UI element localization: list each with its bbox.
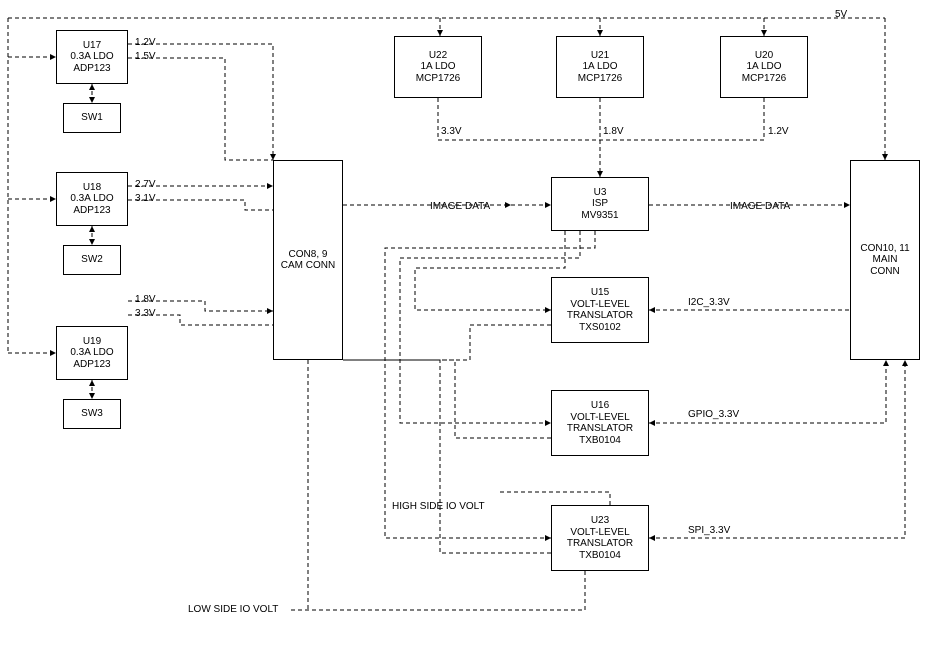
block-u23-line: TRANSLATOR — [567, 538, 633, 550]
conn-U15-down-to-CAM — [343, 325, 551, 360]
conn-HS-IO-volt — [500, 492, 610, 505]
label-l_imgdata_r: IMAGE DATA — [730, 201, 790, 212]
block-u16-line: TRANSLATOR — [567, 423, 633, 435]
label-l_1p8v: 1.8V — [135, 294, 156, 305]
label-l_12v_c: 1.2V — [768, 126, 789, 137]
block-u18-line: U18 — [83, 182, 101, 194]
conn-U17-out2 — [128, 58, 273, 160]
block-con1011-line: CONN — [870, 266, 899, 278]
conn-LS-IO-volt — [290, 571, 585, 610]
block-sw2-line: SW2 — [81, 254, 103, 266]
block-u17: U170.3A LDOADP123 — [56, 30, 128, 84]
block-u21-line: MCP1726 — [578, 73, 622, 85]
block-u23: U23VOLT-LEVELTRANSLATORTXB0104 — [551, 505, 649, 571]
block-u19: U190.3A LDOADP123 — [56, 326, 128, 380]
block-con1011-line: MAIN — [873, 254, 898, 266]
block-u16: U16VOLT-LEVELTRANSLATORTXB0104 — [551, 390, 649, 456]
block-u18: U180.3A LDOADP123 — [56, 172, 128, 226]
block-u22-line: 1A LDO — [420, 61, 455, 73]
label-l_1p2v: 1.2V — [135, 37, 156, 48]
block-u3: U3ISPMV9351 — [551, 177, 649, 231]
block-sw1-line: SW1 — [81, 112, 103, 124]
block-u20-line: U20 — [755, 50, 773, 62]
label-l_2p7v: 2.7V — [135, 179, 156, 190]
block-u18-line: ADP123 — [73, 205, 110, 217]
label-l_3p1v: 3.1V — [135, 193, 156, 204]
block-u3-line: U3 — [594, 187, 607, 199]
block-u15: U15VOLT-LEVELTRANSLATORTXS0102 — [551, 277, 649, 343]
block-u20-line: 1A LDO — [746, 61, 781, 73]
block-u17-line: ADP123 — [73, 63, 110, 75]
block-u16-line: VOLT-LEVEL — [570, 412, 629, 424]
label-l_imgdata_l: IMAGE DATA — [430, 201, 490, 212]
block-sw1: SW1 — [63, 103, 121, 133]
block-sw3-line: SW3 — [81, 408, 103, 420]
wiring-layer — [0, 0, 943, 659]
block-u23-line: VOLT-LEVEL — [570, 527, 629, 539]
block-u20: U201A LDOMCP1726 — [720, 36, 808, 98]
block-con1011-line: CON10, 11 — [860, 243, 909, 255]
block-con89-line: CON8, 9 — [289, 249, 328, 261]
block-sw3: SW3 — [63, 399, 121, 429]
block-u15-line: TRANSLATOR — [567, 310, 633, 322]
label-l_gpio: GPIO_3.3V — [688, 409, 739, 420]
label-l_1p5v: 1.5V — [135, 51, 156, 62]
block-u3-line: ISP — [592, 198, 608, 210]
block-u17-line: U17 — [83, 40, 101, 52]
label-l_i2c: I2C_3.3V — [688, 297, 730, 308]
label-l_spi: SPI_3.3V — [688, 525, 730, 536]
block-u16-line: TXB0104 — [579, 435, 621, 447]
block-u15-line: TXS0102 — [579, 322, 621, 334]
block-sw2: SW2 — [63, 245, 121, 275]
block-con89: CON8, 9CAM CONN — [273, 160, 343, 360]
block-u15-line: VOLT-LEVEL — [570, 299, 629, 311]
block-u23-line: U23 — [591, 515, 609, 527]
block-u3-line: MV9351 — [581, 210, 618, 222]
conn-U22-drop — [438, 98, 600, 140]
block-u16-line: U16 — [591, 400, 609, 412]
conn-U16-down-to-CAM — [343, 360, 551, 438]
block-u18-line: 0.3A LDO — [70, 193, 113, 205]
block-con89-line: CAM CONN — [281, 260, 335, 272]
midarrow-imagedata — [505, 202, 511, 208]
conn-U23-SPI-main — [649, 360, 905, 538]
block-u21-line: U21 — [591, 50, 609, 62]
label-l_5v: 5V — [835, 9, 847, 20]
block-u22-line: MCP1726 — [416, 73, 460, 85]
conn-U20-drop — [600, 98, 764, 140]
label-l_3p3v: 3.3V — [135, 308, 156, 319]
conn-U3-to-U15-left — [415, 231, 565, 310]
block-u21-line: 1A LDO — [582, 61, 617, 73]
label-l_hs_io: HIGH SIDE IO VOLT — [392, 501, 485, 512]
block-u19-line: ADP123 — [73, 359, 110, 371]
block-u19-line: 0.3A LDO — [70, 347, 113, 359]
block-u22: U221A LDOMCP1726 — [394, 36, 482, 98]
block-u15-line: U15 — [591, 287, 609, 299]
label-l_18v_b: 1.8V — [603, 126, 624, 137]
label-l_33v_a: 3.3V — [441, 126, 462, 137]
block-u19-line: U19 — [83, 336, 101, 348]
label-l_ls_io: LOW SIDE IO VOLT — [188, 604, 278, 615]
block-u23-line: TXB0104 — [579, 550, 621, 562]
block-con1011: CON10, 11MAINCONN — [850, 160, 920, 360]
block-u21: U211A LDOMCP1726 — [556, 36, 644, 98]
block-u20-line: MCP1726 — [742, 73, 786, 85]
block-u17-line: 0.3A LDO — [70, 51, 113, 63]
block-u22-line: U22 — [429, 50, 447, 62]
conn-U16-GPIO-main — [649, 360, 886, 423]
conn-U23-down-to-CAM — [343, 360, 551, 553]
